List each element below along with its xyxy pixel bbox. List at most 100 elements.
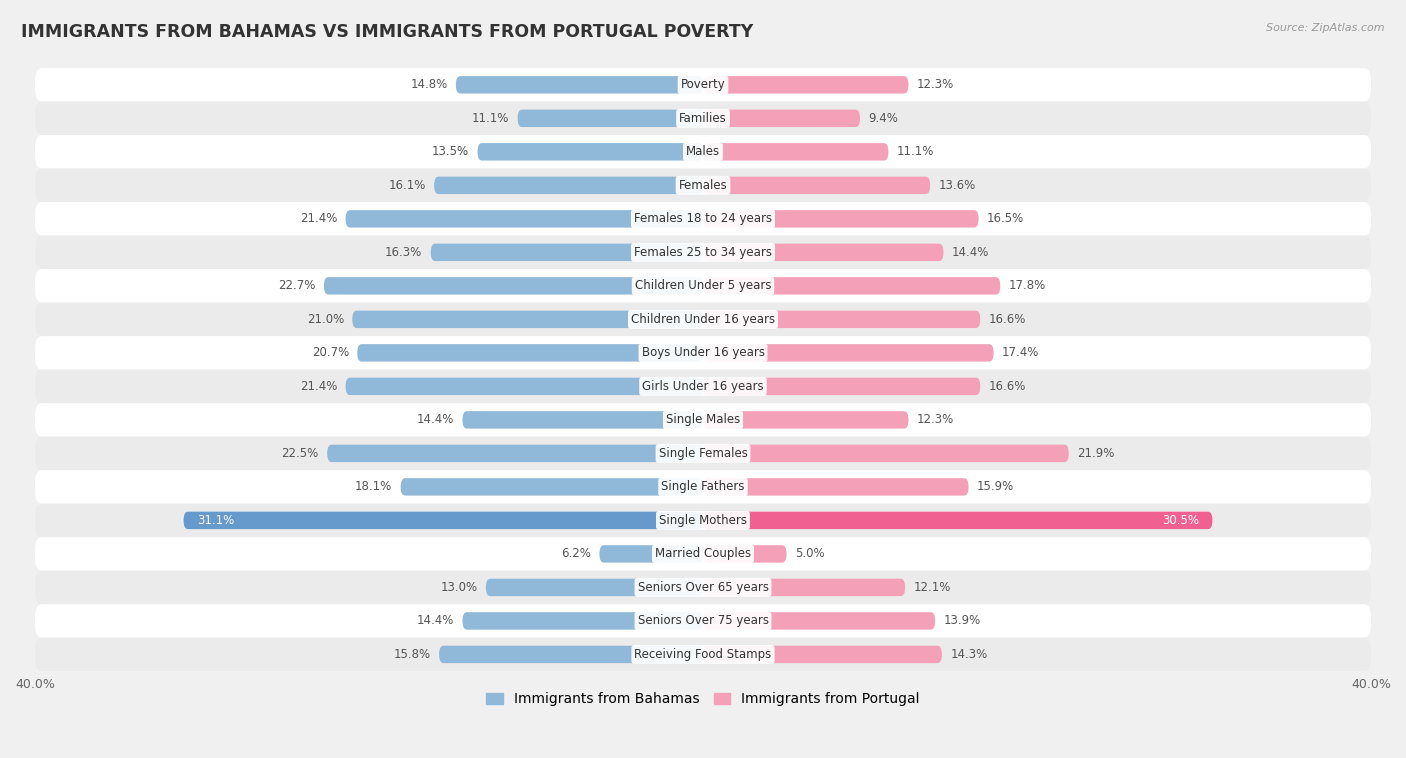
Text: 31.1%: 31.1% bbox=[197, 514, 235, 527]
Text: 12.1%: 12.1% bbox=[914, 581, 950, 594]
Text: 12.3%: 12.3% bbox=[917, 78, 955, 91]
FancyBboxPatch shape bbox=[323, 277, 703, 295]
FancyBboxPatch shape bbox=[517, 110, 703, 127]
Text: 21.4%: 21.4% bbox=[299, 380, 337, 393]
Text: Poverty: Poverty bbox=[681, 78, 725, 91]
FancyBboxPatch shape bbox=[703, 243, 943, 261]
FancyBboxPatch shape bbox=[35, 168, 1371, 202]
FancyBboxPatch shape bbox=[35, 135, 1371, 168]
FancyBboxPatch shape bbox=[703, 545, 786, 562]
Text: 12.3%: 12.3% bbox=[917, 413, 955, 427]
Text: Source: ZipAtlas.com: Source: ZipAtlas.com bbox=[1267, 23, 1385, 33]
Text: 20.7%: 20.7% bbox=[312, 346, 349, 359]
FancyBboxPatch shape bbox=[703, 76, 908, 93]
Text: Seniors Over 65 years: Seniors Over 65 years bbox=[637, 581, 769, 594]
Text: 13.9%: 13.9% bbox=[943, 615, 981, 628]
FancyBboxPatch shape bbox=[456, 76, 703, 93]
Text: 13.6%: 13.6% bbox=[938, 179, 976, 192]
FancyBboxPatch shape bbox=[35, 236, 1371, 269]
FancyBboxPatch shape bbox=[703, 110, 860, 127]
Text: 22.7%: 22.7% bbox=[278, 280, 315, 293]
Text: Married Couples: Married Couples bbox=[655, 547, 751, 560]
Text: Females 25 to 34 years: Females 25 to 34 years bbox=[634, 246, 772, 258]
Text: Girls Under 16 years: Girls Under 16 years bbox=[643, 380, 763, 393]
Text: Single Fathers: Single Fathers bbox=[661, 481, 745, 493]
Text: 17.4%: 17.4% bbox=[1002, 346, 1039, 359]
FancyBboxPatch shape bbox=[703, 377, 980, 395]
Text: 11.1%: 11.1% bbox=[897, 146, 934, 158]
FancyBboxPatch shape bbox=[35, 537, 1371, 571]
FancyBboxPatch shape bbox=[703, 478, 969, 496]
Text: 21.9%: 21.9% bbox=[1077, 447, 1115, 460]
FancyBboxPatch shape bbox=[35, 269, 1371, 302]
FancyBboxPatch shape bbox=[357, 344, 703, 362]
Text: 16.3%: 16.3% bbox=[385, 246, 422, 258]
FancyBboxPatch shape bbox=[703, 612, 935, 630]
FancyBboxPatch shape bbox=[703, 445, 1069, 462]
FancyBboxPatch shape bbox=[703, 143, 889, 161]
Text: 14.4%: 14.4% bbox=[952, 246, 990, 258]
Text: 5.0%: 5.0% bbox=[794, 547, 824, 560]
Text: 15.8%: 15.8% bbox=[394, 648, 430, 661]
Text: IMMIGRANTS FROM BAHAMAS VS IMMIGRANTS FROM PORTUGAL POVERTY: IMMIGRANTS FROM BAHAMAS VS IMMIGRANTS FR… bbox=[21, 23, 754, 41]
Text: 13.0%: 13.0% bbox=[440, 581, 478, 594]
Text: Boys Under 16 years: Boys Under 16 years bbox=[641, 346, 765, 359]
FancyBboxPatch shape bbox=[346, 210, 703, 227]
FancyBboxPatch shape bbox=[35, 403, 1371, 437]
Text: 14.4%: 14.4% bbox=[416, 413, 454, 427]
FancyBboxPatch shape bbox=[35, 102, 1371, 135]
Text: 16.6%: 16.6% bbox=[988, 313, 1026, 326]
Text: 11.1%: 11.1% bbox=[472, 112, 509, 125]
FancyBboxPatch shape bbox=[703, 512, 1212, 529]
FancyBboxPatch shape bbox=[35, 637, 1371, 671]
FancyBboxPatch shape bbox=[486, 578, 703, 596]
FancyBboxPatch shape bbox=[401, 478, 703, 496]
FancyBboxPatch shape bbox=[35, 336, 1371, 370]
Text: Single Females: Single Females bbox=[658, 447, 748, 460]
Text: 9.4%: 9.4% bbox=[869, 112, 898, 125]
FancyBboxPatch shape bbox=[434, 177, 703, 194]
Text: 17.8%: 17.8% bbox=[1008, 280, 1046, 293]
FancyBboxPatch shape bbox=[703, 411, 908, 428]
FancyBboxPatch shape bbox=[353, 311, 703, 328]
FancyBboxPatch shape bbox=[35, 302, 1371, 336]
Text: 22.5%: 22.5% bbox=[281, 447, 319, 460]
Text: Single Males: Single Males bbox=[666, 413, 740, 427]
Text: 16.5%: 16.5% bbox=[987, 212, 1024, 225]
FancyBboxPatch shape bbox=[439, 646, 703, 663]
FancyBboxPatch shape bbox=[184, 512, 703, 529]
Text: 21.0%: 21.0% bbox=[307, 313, 344, 326]
Text: 6.2%: 6.2% bbox=[561, 547, 591, 560]
FancyBboxPatch shape bbox=[463, 411, 703, 428]
Text: Children Under 5 years: Children Under 5 years bbox=[634, 280, 772, 293]
FancyBboxPatch shape bbox=[478, 143, 703, 161]
Text: 13.5%: 13.5% bbox=[432, 146, 470, 158]
FancyBboxPatch shape bbox=[35, 370, 1371, 403]
FancyBboxPatch shape bbox=[35, 571, 1371, 604]
FancyBboxPatch shape bbox=[35, 437, 1371, 470]
Text: 16.6%: 16.6% bbox=[988, 380, 1026, 393]
Text: Families: Families bbox=[679, 112, 727, 125]
Text: 18.1%: 18.1% bbox=[356, 481, 392, 493]
Text: Males: Males bbox=[686, 146, 720, 158]
Legend: Immigrants from Bahamas, Immigrants from Portugal: Immigrants from Bahamas, Immigrants from… bbox=[486, 693, 920, 706]
Text: 14.8%: 14.8% bbox=[411, 78, 447, 91]
FancyBboxPatch shape bbox=[703, 311, 980, 328]
FancyBboxPatch shape bbox=[703, 177, 931, 194]
FancyBboxPatch shape bbox=[703, 344, 994, 362]
FancyBboxPatch shape bbox=[35, 202, 1371, 236]
Text: 14.3%: 14.3% bbox=[950, 648, 987, 661]
Text: 15.9%: 15.9% bbox=[977, 481, 1014, 493]
FancyBboxPatch shape bbox=[703, 277, 1000, 295]
Text: Receiving Food Stamps: Receiving Food Stamps bbox=[634, 648, 772, 661]
Text: Children Under 16 years: Children Under 16 years bbox=[631, 313, 775, 326]
Text: 14.4%: 14.4% bbox=[416, 615, 454, 628]
FancyBboxPatch shape bbox=[35, 68, 1371, 102]
Text: Single Mothers: Single Mothers bbox=[659, 514, 747, 527]
FancyBboxPatch shape bbox=[599, 545, 703, 562]
Text: Seniors Over 75 years: Seniors Over 75 years bbox=[637, 615, 769, 628]
FancyBboxPatch shape bbox=[430, 243, 703, 261]
FancyBboxPatch shape bbox=[703, 646, 942, 663]
FancyBboxPatch shape bbox=[328, 445, 703, 462]
Text: 16.1%: 16.1% bbox=[388, 179, 426, 192]
